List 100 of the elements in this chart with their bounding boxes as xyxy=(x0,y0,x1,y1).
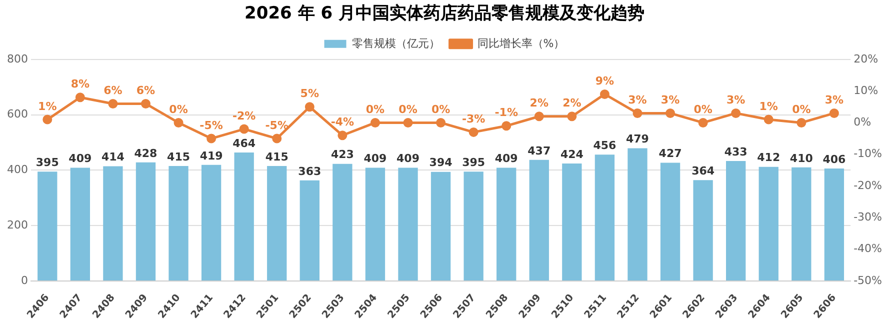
data-label: 437 xyxy=(528,144,551,158)
data-label: 409 xyxy=(364,152,387,166)
data-label: 409 xyxy=(396,152,420,166)
y2-tick-label: -20% xyxy=(854,178,882,192)
point xyxy=(764,114,774,124)
point xyxy=(698,118,708,128)
chart-title: 2026 年 6 月中国实体药店药品零售规模及变化趋势 xyxy=(244,4,644,24)
data-label: 8% xyxy=(70,78,90,91)
y2-tick-label: -10% xyxy=(854,147,882,160)
y-tick-label: 0 xyxy=(20,274,28,287)
data-label: 364 xyxy=(692,164,715,178)
point xyxy=(140,98,150,108)
data-label: 414 xyxy=(101,150,125,164)
bar xyxy=(726,161,746,280)
data-label: 395 xyxy=(36,156,59,169)
point xyxy=(370,118,380,128)
bar xyxy=(168,166,188,280)
point xyxy=(239,124,249,134)
point xyxy=(75,92,85,102)
data-label: 0% xyxy=(169,103,188,116)
data-label: 394 xyxy=(429,156,453,170)
bar xyxy=(365,168,386,280)
point xyxy=(731,108,741,118)
bar xyxy=(824,168,844,280)
data-label: 428 xyxy=(134,146,158,160)
data-label: 0% xyxy=(398,103,418,116)
data-label: 464 xyxy=(232,136,256,150)
data-label: 6% xyxy=(136,84,156,98)
bar xyxy=(594,154,615,280)
data-label: 409 xyxy=(494,152,518,166)
bar xyxy=(660,162,680,280)
data-label: 424 xyxy=(560,148,584,161)
bar xyxy=(300,180,320,280)
point xyxy=(567,112,577,122)
data-label: 0% xyxy=(366,103,385,116)
y2-tick-label: 20% xyxy=(854,52,878,66)
point xyxy=(272,134,282,144)
bar xyxy=(628,148,648,280)
data-label: 2% xyxy=(562,96,582,110)
y2-tick-label: -40% xyxy=(854,242,882,256)
y2-tick-label: 10% xyxy=(854,84,878,97)
point xyxy=(600,89,610,99)
y-tick-label: 600 xyxy=(6,108,28,121)
y-tick-label: 400 xyxy=(6,163,28,176)
bar xyxy=(70,168,90,280)
point xyxy=(468,127,478,137)
data-label: 415 xyxy=(167,150,190,164)
data-label: -4% xyxy=(330,116,354,129)
data-label: 423 xyxy=(330,148,354,162)
point xyxy=(534,112,544,122)
point xyxy=(829,108,839,118)
y2-tick-label: -50% xyxy=(854,274,882,287)
data-label: 3% xyxy=(628,94,647,107)
point xyxy=(206,134,216,144)
bar xyxy=(38,172,58,280)
data-label: 406 xyxy=(822,152,846,166)
data-label: 363 xyxy=(298,164,322,178)
data-label: 3% xyxy=(824,94,844,107)
data-label: 456 xyxy=(593,139,617,152)
data-label: -3% xyxy=(462,112,486,126)
data-label: 427 xyxy=(658,147,682,160)
data-label: 5% xyxy=(300,87,319,100)
data-label: 0% xyxy=(792,103,811,116)
bar xyxy=(562,164,582,280)
bar xyxy=(234,152,254,280)
data-label: 415 xyxy=(265,150,288,164)
data-label: -1% xyxy=(494,106,518,120)
data-label: 409 xyxy=(68,152,92,166)
data-label: 9% xyxy=(595,74,614,88)
data-label: -5% xyxy=(200,118,223,132)
data-label: -2% xyxy=(232,109,256,122)
point xyxy=(632,108,642,118)
data-label: 2% xyxy=(530,96,548,110)
point xyxy=(796,118,806,128)
legend-label: 零售规模（亿元） xyxy=(352,36,440,50)
point xyxy=(108,98,118,108)
bar xyxy=(430,172,451,280)
data-label: 433 xyxy=(724,145,748,158)
point xyxy=(403,118,413,128)
data-label: 410 xyxy=(790,152,814,165)
point xyxy=(304,102,314,112)
point xyxy=(174,118,184,128)
point xyxy=(338,130,348,140)
bar xyxy=(398,168,418,280)
bar xyxy=(758,166,778,280)
data-label: 412 xyxy=(757,151,780,164)
bar xyxy=(529,160,549,280)
bar xyxy=(332,164,352,280)
y-tick-label: 200 xyxy=(6,218,28,232)
bar xyxy=(496,168,516,280)
bar xyxy=(464,172,484,280)
y-tick-label: 800 xyxy=(6,52,28,66)
data-label: 395 xyxy=(462,156,486,169)
bar xyxy=(103,166,123,280)
point xyxy=(436,118,446,128)
data-label: 0% xyxy=(694,103,712,116)
y2-tick-label: 0% xyxy=(854,116,872,129)
point xyxy=(42,114,52,124)
data-label: 419 xyxy=(200,149,223,162)
bar xyxy=(792,167,812,280)
